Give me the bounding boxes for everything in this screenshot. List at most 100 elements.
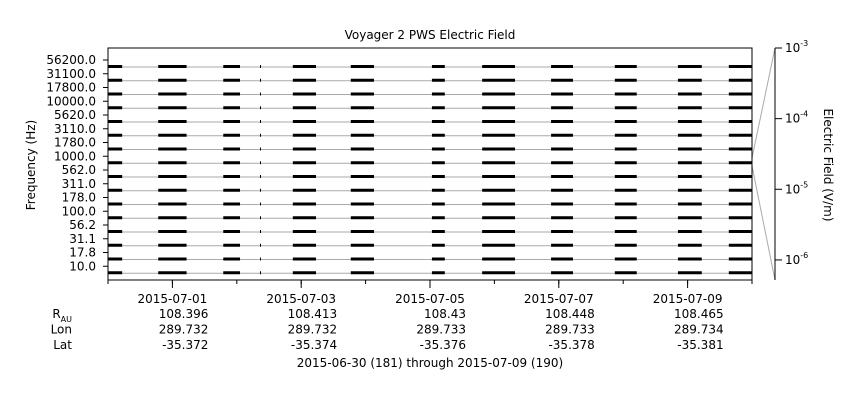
- trace-segment: [292, 257, 317, 261]
- trace-segment: [431, 78, 445, 82]
- y2-tick-label: 10-5: [785, 180, 808, 196]
- trace-segment: [614, 243, 637, 247]
- trace-segment: [108, 78, 123, 82]
- trace-segment: [158, 271, 187, 275]
- trace-segment: [431, 175, 445, 178]
- trace-segment: [614, 120, 637, 123]
- trace-segment: [431, 65, 445, 68]
- trace-segment: [482, 230, 516, 233]
- trace-segment: [223, 230, 241, 233]
- trace-segment: [259, 257, 261, 261]
- trace-segment: [431, 202, 445, 206]
- ephemeris-label: Lat: [53, 338, 72, 352]
- x-tick-label: 2015-07-05: [395, 292, 465, 306]
- trace-segment: [259, 147, 261, 151]
- trace-segment: [728, 257, 752, 261]
- trace-segment: [158, 92, 187, 96]
- y-tick-label: 17800.0: [46, 81, 96, 95]
- trace-segment: [108, 161, 123, 165]
- trace-segment: [431, 92, 445, 96]
- trace-segment: [551, 216, 573, 220]
- trace-segment: [108, 257, 123, 261]
- y2-tick-label: 10-3: [785, 39, 808, 55]
- trace-segment: [551, 106, 573, 110]
- footer: 2015-06-30 (181) through 2015-07-09 (190…: [297, 356, 563, 370]
- trace-segment: [158, 230, 187, 233]
- trace-segment: [614, 188, 637, 192]
- trace-segment: [551, 243, 573, 247]
- y-tick-label: 562.0: [62, 163, 96, 177]
- trace-segment: [677, 92, 702, 96]
- trace-segment: [350, 243, 374, 247]
- trace-segment: [223, 92, 241, 96]
- trace-segment: [350, 257, 374, 261]
- trace-segment: [350, 65, 374, 68]
- ephemeris-value: 289.732: [159, 323, 209, 337]
- trace-segment: [108, 216, 123, 220]
- trace-segment: [223, 188, 241, 192]
- ephemeris-value: 108.465: [674, 307, 724, 321]
- trace-segment: [728, 161, 752, 165]
- ephemeris-label: Lon: [51, 323, 72, 337]
- trace-segment: [482, 120, 516, 123]
- trace-segment: [431, 161, 445, 165]
- trace-segment: [259, 230, 261, 233]
- y-tick-label: 311.0: [62, 177, 96, 191]
- trace-segment: [482, 78, 516, 82]
- trace-segment: [259, 188, 261, 192]
- trace-segment: [350, 147, 374, 151]
- y-tick-label: 3110.0: [54, 122, 96, 136]
- trace-segment: [614, 202, 637, 206]
- trace-segment: [482, 175, 516, 178]
- trace-segment: [108, 147, 123, 151]
- connector: [751, 47, 776, 159]
- trace-segment: [551, 133, 573, 137]
- trace-segment: [223, 257, 241, 261]
- ephemeris-value: 289.734: [674, 323, 724, 337]
- y-tick-label: 100.0: [62, 204, 96, 218]
- trace-segment: [482, 65, 516, 68]
- trace-segment: [158, 188, 187, 192]
- trace-segment: [259, 120, 261, 123]
- trace-segment: [728, 216, 752, 220]
- trace-segment: [677, 202, 702, 206]
- trace-segment: [677, 188, 702, 192]
- trace-segment: [350, 188, 374, 192]
- trace-segment: [292, 202, 317, 206]
- trace-segment: [292, 161, 317, 165]
- trace-segment: [108, 243, 123, 247]
- trace-segment: [614, 175, 637, 178]
- trace-segment: [350, 120, 374, 123]
- trace-segment: [158, 257, 187, 261]
- trace-segment: [677, 161, 702, 165]
- ephemeris-value: -35.372: [162, 338, 208, 352]
- trace-segment: [728, 243, 752, 247]
- trace-segment: [728, 271, 752, 275]
- y-tick-label: 178.0: [62, 191, 96, 205]
- trace-segment: [350, 106, 374, 110]
- trace-segment: [108, 271, 123, 275]
- trace-segment: [614, 65, 637, 68]
- trace-segment: [223, 202, 241, 206]
- trace-segment: [431, 243, 445, 247]
- trace-segment: [551, 65, 573, 68]
- trace-segment: [292, 65, 317, 68]
- trace-segment: [350, 202, 374, 206]
- trace-segment: [728, 188, 752, 192]
- trace-segment: [728, 106, 752, 110]
- connector: [751, 165, 776, 281]
- trace-segment: [223, 161, 241, 165]
- trace-segment: [482, 202, 516, 206]
- y-tick-label: 17.8: [69, 246, 96, 260]
- x-tick-label: 2015-07-07: [524, 292, 594, 306]
- trace-segment: [677, 78, 702, 82]
- trace-segment: [614, 271, 637, 275]
- y-tick-label: 10000.0: [46, 94, 96, 108]
- trace-segment: [482, 257, 516, 261]
- trace-segment: [259, 78, 261, 82]
- trace-segment: [108, 202, 123, 206]
- trace-segment: [350, 271, 374, 275]
- ephemeris-value: -35.376: [420, 338, 466, 352]
- trace-segment: [482, 161, 516, 165]
